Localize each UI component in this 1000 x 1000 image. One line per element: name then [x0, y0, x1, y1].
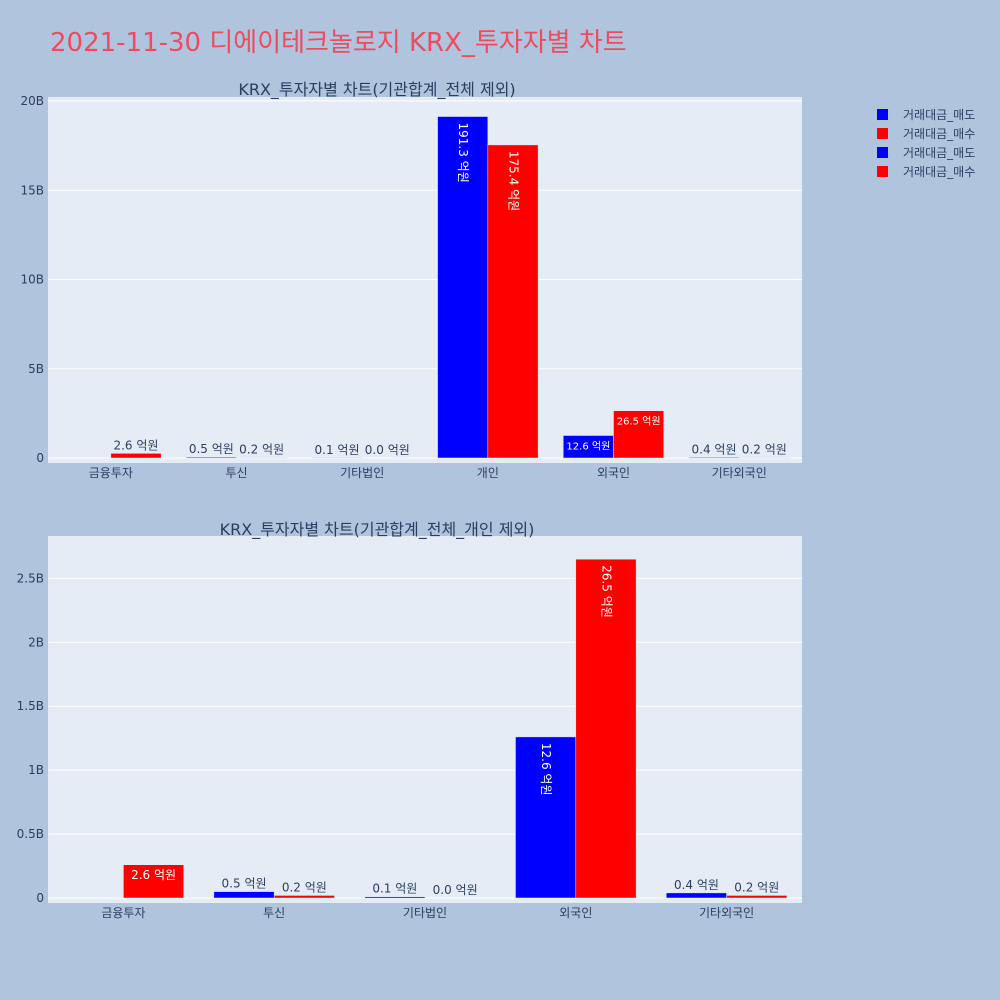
- data-label: 0.4 억원: [674, 878, 719, 892]
- y-tick-label: 10B: [20, 273, 44, 287]
- data-label: 0.0 억원: [365, 443, 410, 457]
- chart-title: KRX_투자자별 차트(기관합계_전체_개인 제외): [220, 520, 535, 540]
- y-tick-label: 20B: [20, 94, 44, 108]
- chart-1: 0 5B 10B 15B 20B KRX_투자자별 차트(기관합계_전체 제외) 금융투자 2…: [20, 80, 802, 480]
- data-label: 0.1 억원: [372, 882, 417, 896]
- data-label: 0.2 억원: [282, 880, 327, 894]
- data-label: 26.5 억원: [599, 565, 613, 618]
- bar-buy: [123, 864, 184, 899]
- bar-buy: [726, 895, 788, 899]
- data-label: 12.6 억원: [566, 441, 610, 453]
- bar-buy: [575, 558, 637, 899]
- y-tick-label: 2B: [28, 635, 44, 649]
- legend-label: 거래대금_매도: [903, 108, 975, 122]
- bar-sell: [437, 116, 489, 459]
- legend-label: 거래대금_매도: [903, 146, 975, 160]
- data-label: 2.6 억원: [131, 868, 176, 882]
- bar-buy: [273, 895, 335, 899]
- x-tick-label: 개인: [477, 466, 499, 480]
- chart-title: KRX_투자자별 차트(기관합계_전체 제외): [238, 80, 515, 100]
- legend-swatch: [877, 128, 888, 139]
- x-tick-label: 투신: [263, 906, 285, 920]
- data-label: 2.6 억원: [113, 438, 158, 452]
- data-label: 26.5 억원: [617, 416, 661, 428]
- legend-label: 거래대금_매수: [903, 165, 975, 179]
- data-label: 0.0 억원: [433, 883, 478, 897]
- y-tick-label: 15B: [20, 183, 44, 197]
- bar-sell: [688, 457, 740, 459]
- x-tick-label: 기타외국인: [712, 466, 767, 480]
- y-tick-label: 1B: [28, 763, 44, 777]
- x-tick-label: 금융투자: [101, 906, 145, 920]
- legend-label: 거래대금_매수: [903, 127, 975, 141]
- y-tick-label: 0: [36, 891, 44, 905]
- y-tick-label: 5B: [28, 362, 44, 376]
- x-tick-label: 금융투자: [89, 466, 133, 480]
- y-tick-label: 0.5B: [17, 827, 44, 841]
- bar-sell: [213, 891, 275, 899]
- bar-buy: [487, 144, 539, 459]
- x-tick-label: 외국인: [559, 906, 592, 920]
- x-tick-label: 기타법인: [340, 466, 384, 480]
- data-label: 191.3 억원: [456, 123, 470, 183]
- data-label: 175.4 억원: [506, 151, 520, 211]
- data-label: 0.4 억원: [692, 442, 737, 456]
- bar-sell: [666, 892, 727, 899]
- legend-swatch: [877, 109, 888, 120]
- bar-sell: [515, 736, 577, 899]
- chart-2: 0 0.5B 1B 1.5B 2B 2.5B KRX_투자자별 차트(기관합계_전체_개인 …: [17, 520, 802, 920]
- y-tick-label: 2.5B: [17, 571, 44, 585]
- legend-swatch: [877, 147, 888, 158]
- y-tick-label: 0: [36, 451, 44, 465]
- data-label: 0.2 억원: [239, 443, 284, 457]
- page-title: 2021-11-30 디에이테크놀로지 KRX_투자자별 차트: [50, 28, 627, 58]
- bar-buy: [110, 453, 162, 459]
- data-label: 12.6 억원: [539, 743, 553, 796]
- data-label: 0.5 억원: [222, 877, 267, 891]
- x-tick-label: 기타법인: [403, 906, 447, 920]
- data-label: 0.2 억원: [734, 880, 779, 894]
- x-tick-label: 기타외국인: [699, 906, 754, 920]
- bar-buy: [613, 410, 665, 459]
- data-label: 0.1 억원: [315, 443, 360, 457]
- plot-area: [48, 536, 802, 903]
- y-tick-label: 1.5B: [17, 699, 44, 713]
- x-tick-label: 외국인: [597, 466, 630, 480]
- legend-swatch: [877, 166, 888, 177]
- bar-sell: [185, 456, 237, 459]
- x-tick-label: 투신: [225, 466, 247, 480]
- data-label: 0.5 억원: [189, 442, 234, 456]
- data-label: 0.2 억원: [742, 443, 787, 457]
- bar-sell: [364, 896, 426, 899]
